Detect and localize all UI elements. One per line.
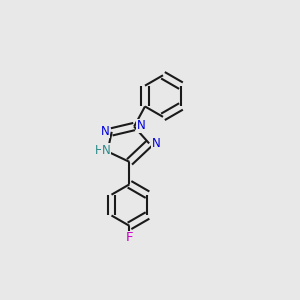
Text: N: N [152, 137, 161, 150]
Text: N: N [101, 125, 110, 138]
Text: N: N [102, 144, 111, 157]
Text: N: N [137, 119, 146, 132]
Text: H: H [95, 144, 104, 157]
Text: F: F [126, 231, 133, 244]
